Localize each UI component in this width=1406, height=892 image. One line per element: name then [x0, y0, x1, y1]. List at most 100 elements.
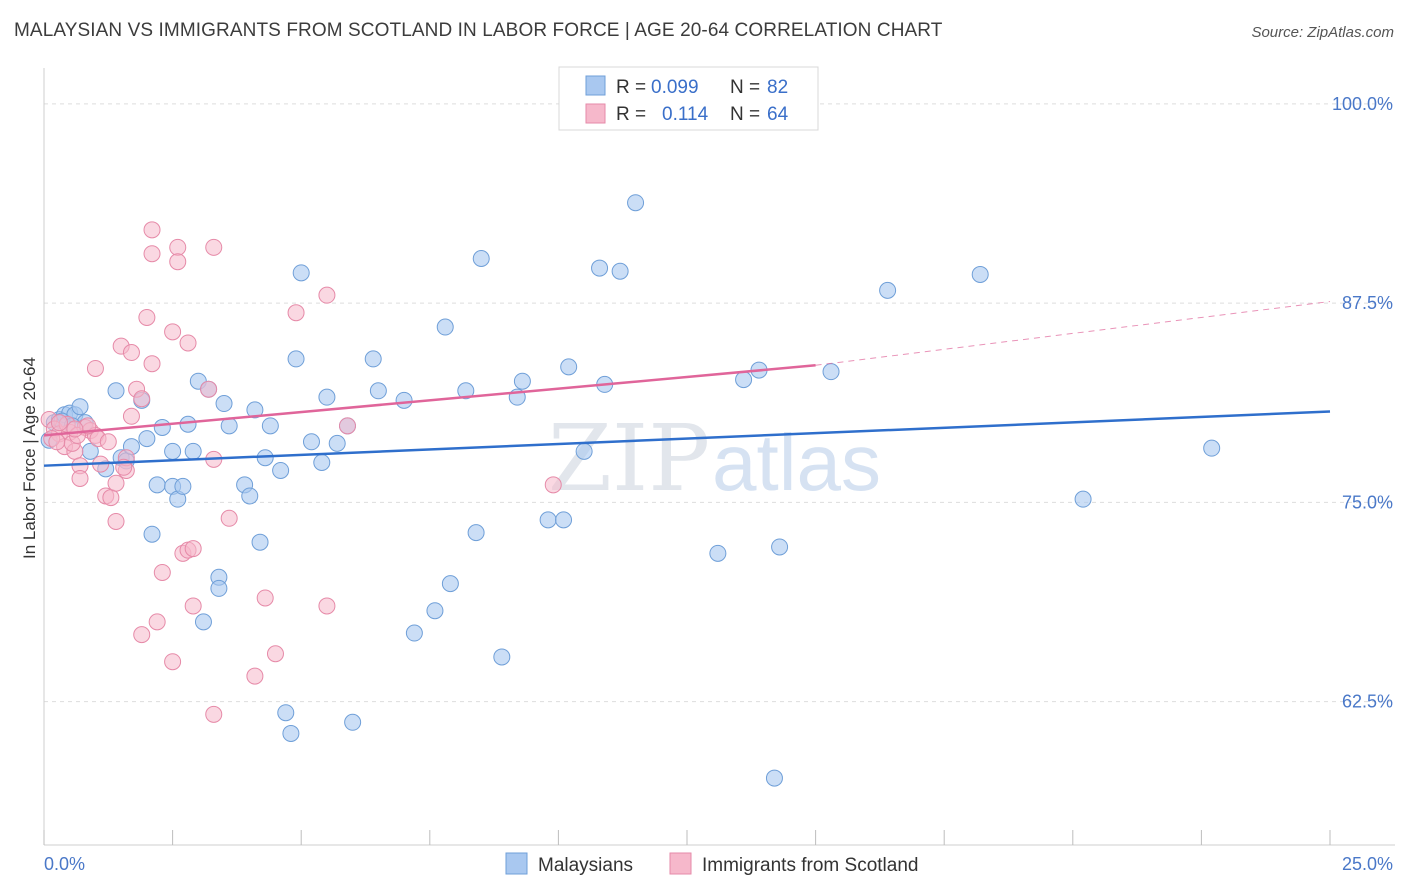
malaysians-point — [138, 430, 156, 448]
malaysians-point — [215, 395, 233, 413]
malaysians-point — [555, 511, 573, 529]
scotland-point — [544, 476, 562, 494]
scotland-point — [287, 304, 305, 322]
malaysians-point — [735, 371, 753, 389]
scotland-point — [122, 344, 140, 362]
scotland-point — [133, 390, 151, 408]
legend-r-label-1: R = — [616, 77, 646, 98]
scotland-point — [205, 705, 223, 723]
legend-n-label-2: N = — [730, 104, 760, 125]
malaysians-point — [472, 250, 490, 267]
malaysians-point — [539, 511, 557, 529]
malaysians-point — [251, 533, 269, 551]
scotland-point — [169, 253, 187, 271]
scotland-point — [153, 563, 171, 581]
malaysians-point — [246, 401, 264, 419]
scotland-point — [169, 238, 187, 256]
malaysians-point — [822, 363, 840, 381]
scotland-point — [205, 238, 223, 256]
scotland-point — [143, 245, 161, 263]
scotland-point — [107, 512, 125, 530]
malaysians-point — [627, 194, 645, 212]
malaysians-point — [261, 417, 279, 435]
scotland-point — [184, 597, 202, 615]
malaysians-point — [575, 442, 593, 460]
malaysians-point — [194, 613, 212, 631]
malaysians-point — [174, 477, 192, 495]
scotland-point — [71, 469, 89, 487]
scotland-point — [184, 540, 202, 558]
scotland-point — [99, 433, 117, 451]
malaysians-point — [395, 391, 413, 409]
malaysians-point — [313, 454, 331, 471]
malaysians-point — [611, 262, 629, 280]
malaysians-point — [971, 265, 989, 283]
malaysians-point — [287, 350, 305, 368]
malaysians-point — [1203, 439, 1221, 457]
legend-r-value-1: 0.099 — [651, 77, 699, 98]
scotland-point — [143, 221, 161, 239]
series-immigrants-from-scotland — [40, 221, 562, 723]
malaysians-point — [426, 602, 444, 620]
bottom-legend-swatch-blue — [505, 852, 528, 875]
y-axis-label: In Labor Force | Age 20-64 — [20, 357, 39, 559]
scotland-point — [256, 589, 274, 607]
malaysians-point — [467, 524, 485, 542]
scotland-point — [107, 474, 125, 492]
scotland-trend-line-extrapolated — [815, 301, 1331, 366]
scotland-point — [200, 380, 218, 398]
chart-title: MALAYSIAN VS IMMIGRANTS FROM SCOTLAND IN… — [14, 20, 943, 41]
tick-labels: 62.5% 75.0% 87.5% 100.0% 0.0% 25.0% — [44, 94, 1393, 874]
malaysians-point — [71, 398, 89, 416]
legend-n-value-2: 64 — [767, 104, 789, 125]
legend-top: R = 0.099 N = 82 R = 0.114 N = 64 — [558, 66, 819, 131]
scotland-point — [179, 334, 197, 352]
malaysians-point — [292, 264, 310, 282]
malaysians-point — [272, 461, 290, 479]
malaysians-point — [765, 769, 783, 787]
malaysians-point — [405, 624, 423, 642]
legend-n-value-1: 82 — [767, 77, 788, 98]
scotland-point — [86, 359, 104, 377]
source-credit: Source: ZipAtlas.com — [1251, 24, 1394, 41]
scotland-point — [318, 597, 336, 615]
scotland-point — [143, 355, 161, 373]
malaysians-point — [153, 418, 171, 436]
scotland-point — [102, 489, 120, 507]
scotland-point — [50, 414, 68, 432]
scotland-point — [122, 407, 140, 425]
malaysians-point — [143, 525, 161, 543]
legend-r-value-2: 0.114 — [662, 104, 709, 125]
bottom-legend-label-malaysians: Malaysians — [538, 855, 633, 876]
legend-bottom: Malaysians Immigrants from Scotland — [505, 852, 918, 876]
malaysians-point — [344, 713, 362, 731]
malaysians-point — [148, 476, 166, 494]
legend-n-label-1: N = — [730, 77, 760, 98]
legend-swatch-pink — [585, 103, 606, 124]
malaysians-point — [709, 544, 727, 562]
malaysians-point — [1074, 490, 1092, 508]
watermark-zip: ZIP — [548, 405, 710, 512]
malaysians-point — [457, 382, 475, 400]
scotland-point — [48, 433, 66, 451]
scotland-point — [164, 323, 182, 341]
malaysians-point — [441, 575, 459, 593]
scotland-point — [133, 626, 151, 644]
malaysians-trend-line — [43, 410, 1331, 467]
malaysians-point — [179, 415, 197, 433]
malaysians-point — [282, 724, 300, 742]
malaysians-point — [277, 704, 295, 722]
scotland-point — [66, 420, 84, 438]
scotland-point — [138, 308, 156, 326]
legend-r-label-2: R = — [616, 104, 646, 125]
malaysians-point — [879, 281, 897, 299]
scotland-point — [164, 653, 182, 671]
malaysians-point — [369, 382, 387, 400]
y-tick-label: 62.5% — [1342, 692, 1393, 712]
scotland-point — [338, 417, 356, 435]
malaysians-point — [184, 442, 202, 460]
malaysians-point — [513, 372, 531, 390]
malaysians-point — [302, 433, 320, 451]
legend-swatch-blue — [585, 75, 606, 96]
